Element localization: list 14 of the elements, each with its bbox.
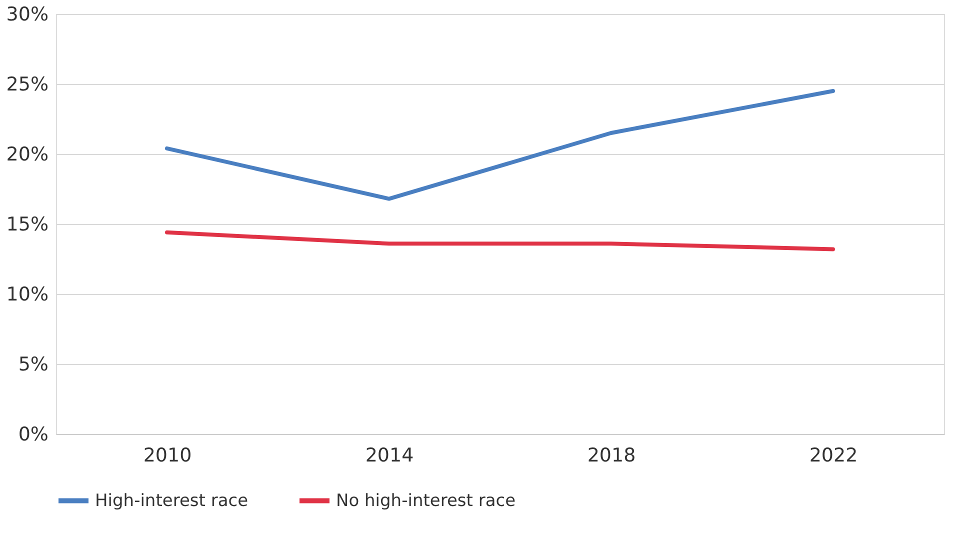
x-tick-label: 2010 (143, 444, 192, 466)
y-tick-label: 0% (18, 424, 48, 446)
x-tick-label: 2018 (587, 444, 636, 466)
legend-label: No high-interest race (336, 490, 516, 511)
y-tick-label: 5% (18, 354, 48, 376)
line-series (165, 89, 835, 201)
y-tick-label: 15% (6, 214, 48, 236)
y-tick-label: 25% (6, 74, 48, 96)
y-tick-label: 10% (6, 284, 48, 306)
legend-label: High-interest race (95, 490, 248, 511)
y-tick-label: 20% (6, 144, 48, 166)
x-tick-label: 2014 (365, 444, 414, 466)
y-tick-label: 30% (6, 4, 48, 26)
x-tick-label: 2022 (809, 444, 858, 466)
